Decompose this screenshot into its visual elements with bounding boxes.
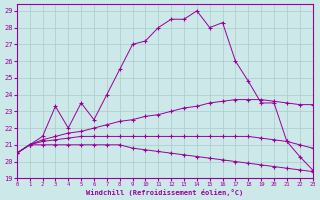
X-axis label: Windchill (Refroidissement éolien,°C): Windchill (Refroidissement éolien,°C) [86,189,243,196]
